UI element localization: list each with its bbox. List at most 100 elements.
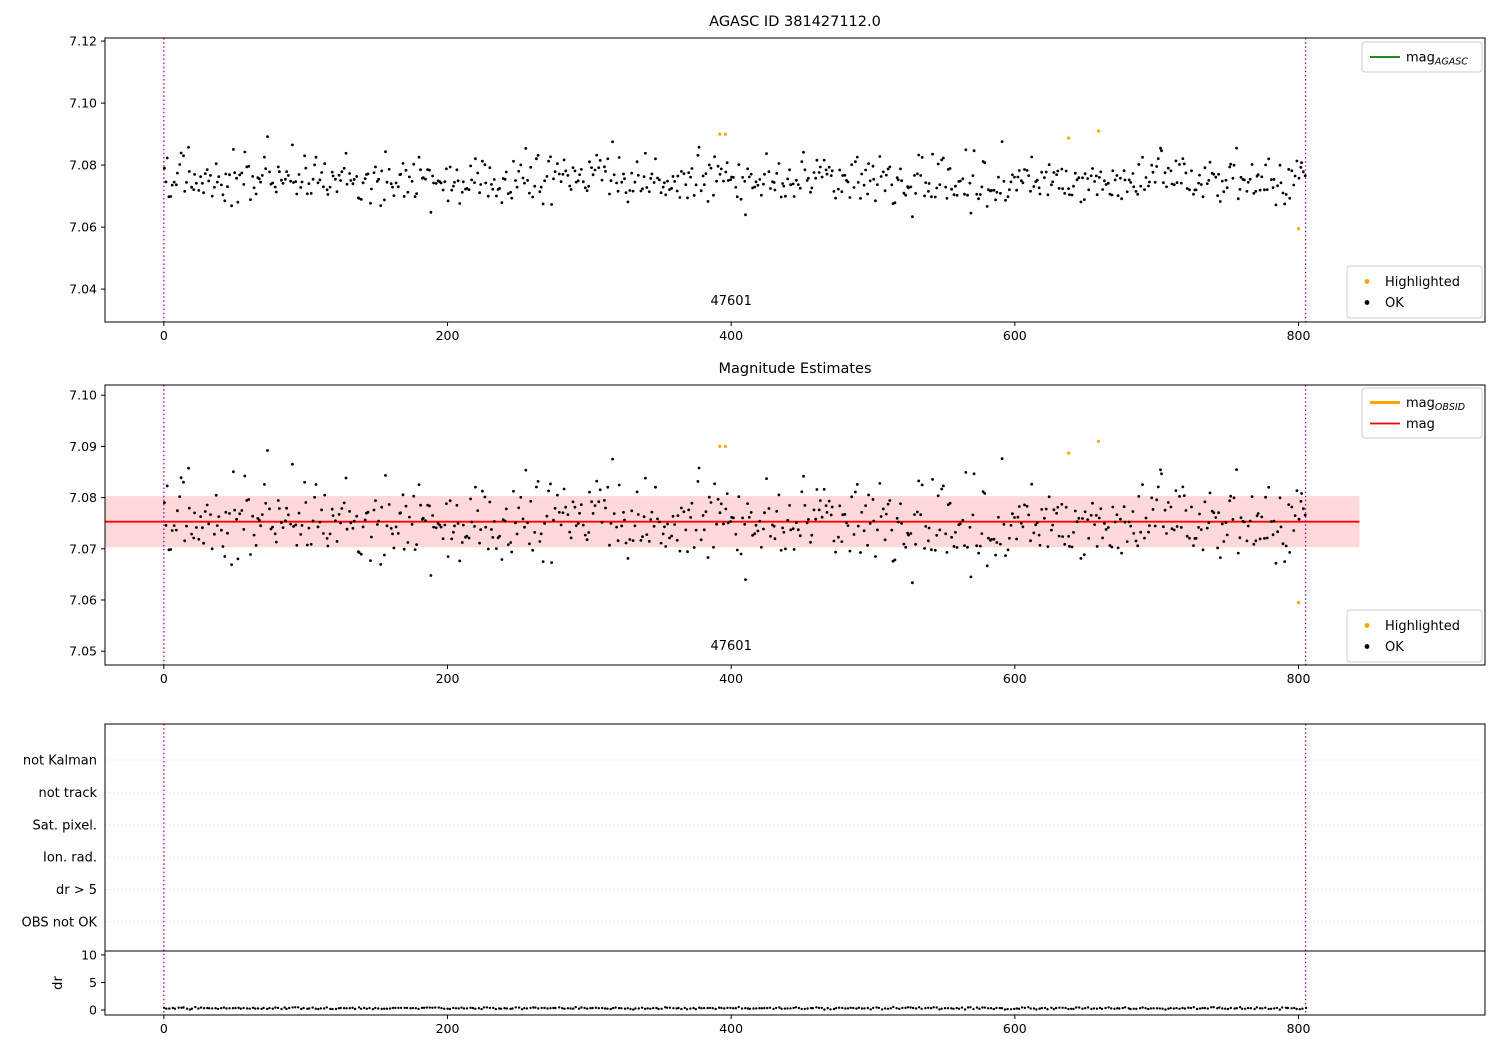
data-point <box>1272 178 1276 181</box>
data-point <box>1255 1006 1259 1009</box>
data-point <box>309 542 313 546</box>
data-point <box>535 157 538 161</box>
data-point <box>647 539 651 543</box>
x-tick-label: 200 <box>436 671 460 686</box>
data-point <box>961 518 965 522</box>
data-point <box>824 168 828 172</box>
data-point <box>470 178 474 182</box>
data-point <box>415 192 418 196</box>
data-point <box>635 160 639 164</box>
data-point <box>929 1007 933 1010</box>
dr-y-tick-label: 0 <box>89 1003 97 1018</box>
data-point <box>1090 1007 1093 1011</box>
data-point <box>285 506 288 510</box>
data-point <box>1017 169 1021 172</box>
data-point <box>289 522 292 526</box>
data-point <box>620 1007 623 1010</box>
data-point <box>743 522 747 526</box>
data-point <box>1103 179 1106 183</box>
data-point <box>1178 163 1181 166</box>
data-point <box>254 544 258 547</box>
data-point <box>660 1007 663 1010</box>
data-point <box>1120 551 1123 555</box>
data-point <box>419 503 422 507</box>
data-point <box>339 1006 342 1010</box>
data-point <box>294 1006 297 1009</box>
data-point <box>168 1007 171 1010</box>
data-point <box>278 507 281 510</box>
data-point <box>326 193 330 196</box>
data-point <box>654 485 657 489</box>
data-point <box>586 1007 589 1010</box>
data-point <box>1139 530 1143 534</box>
data-point <box>179 476 183 480</box>
data-point <box>474 157 477 161</box>
data-point <box>399 1006 403 1010</box>
data-point <box>375 180 379 183</box>
data-point <box>837 187 840 191</box>
data-point <box>428 168 431 172</box>
data-point <box>366 510 370 514</box>
data-point <box>955 1006 958 1010</box>
data-point <box>1279 525 1283 529</box>
data-point <box>664 193 668 197</box>
data-point <box>521 517 525 521</box>
data-point <box>334 1007 338 1011</box>
data-point <box>1141 155 1144 159</box>
data-point <box>890 183 894 187</box>
data-point <box>1212 172 1216 176</box>
data-point <box>443 523 447 527</box>
data-point <box>1267 157 1271 161</box>
data-point <box>1008 536 1011 540</box>
data-point <box>1288 196 1292 200</box>
data-point <box>690 501 694 505</box>
data-point <box>1208 160 1212 164</box>
data-point <box>992 1007 995 1011</box>
data-point <box>329 1007 332 1011</box>
data-point <box>1169 169 1173 173</box>
data-point <box>685 1008 689 1011</box>
data-point <box>675 538 679 542</box>
data-point <box>854 490 857 494</box>
data-point <box>868 522 872 525</box>
data-point <box>476 509 480 512</box>
data-point <box>746 1007 750 1010</box>
data-point <box>740 1007 744 1010</box>
data-point <box>952 1007 955 1010</box>
data-point <box>1082 553 1086 556</box>
data-point <box>566 174 570 177</box>
data-point <box>1243 178 1246 182</box>
data-point <box>878 482 882 485</box>
data-point <box>197 1007 200 1010</box>
data-point <box>920 156 924 159</box>
data-point <box>611 457 614 461</box>
data-point <box>230 563 234 567</box>
data-point <box>490 183 493 186</box>
data-point <box>1073 509 1077 513</box>
data-point <box>199 515 203 518</box>
data-point <box>340 170 344 174</box>
data-point <box>461 180 465 184</box>
data-point <box>506 543 510 546</box>
data-point <box>1288 551 1292 554</box>
data-point <box>881 507 885 511</box>
data-point <box>1019 521 1023 525</box>
data-point <box>1169 1006 1172 1010</box>
data-point <box>1151 508 1155 511</box>
data-point <box>639 539 643 542</box>
data-point <box>1147 1007 1150 1011</box>
data-point <box>237 1006 240 1009</box>
data-point <box>1224 521 1228 524</box>
data-point <box>297 511 301 515</box>
data-point <box>1099 170 1103 174</box>
data-point <box>884 173 888 177</box>
data-point <box>190 185 194 189</box>
data-point <box>523 1007 526 1010</box>
data-point <box>344 151 348 155</box>
data-point <box>1087 188 1091 192</box>
data-point <box>809 540 812 544</box>
data-point <box>1246 524 1250 528</box>
data-point <box>608 192 611 196</box>
data-point <box>454 1007 458 1010</box>
data-point <box>1172 528 1176 532</box>
